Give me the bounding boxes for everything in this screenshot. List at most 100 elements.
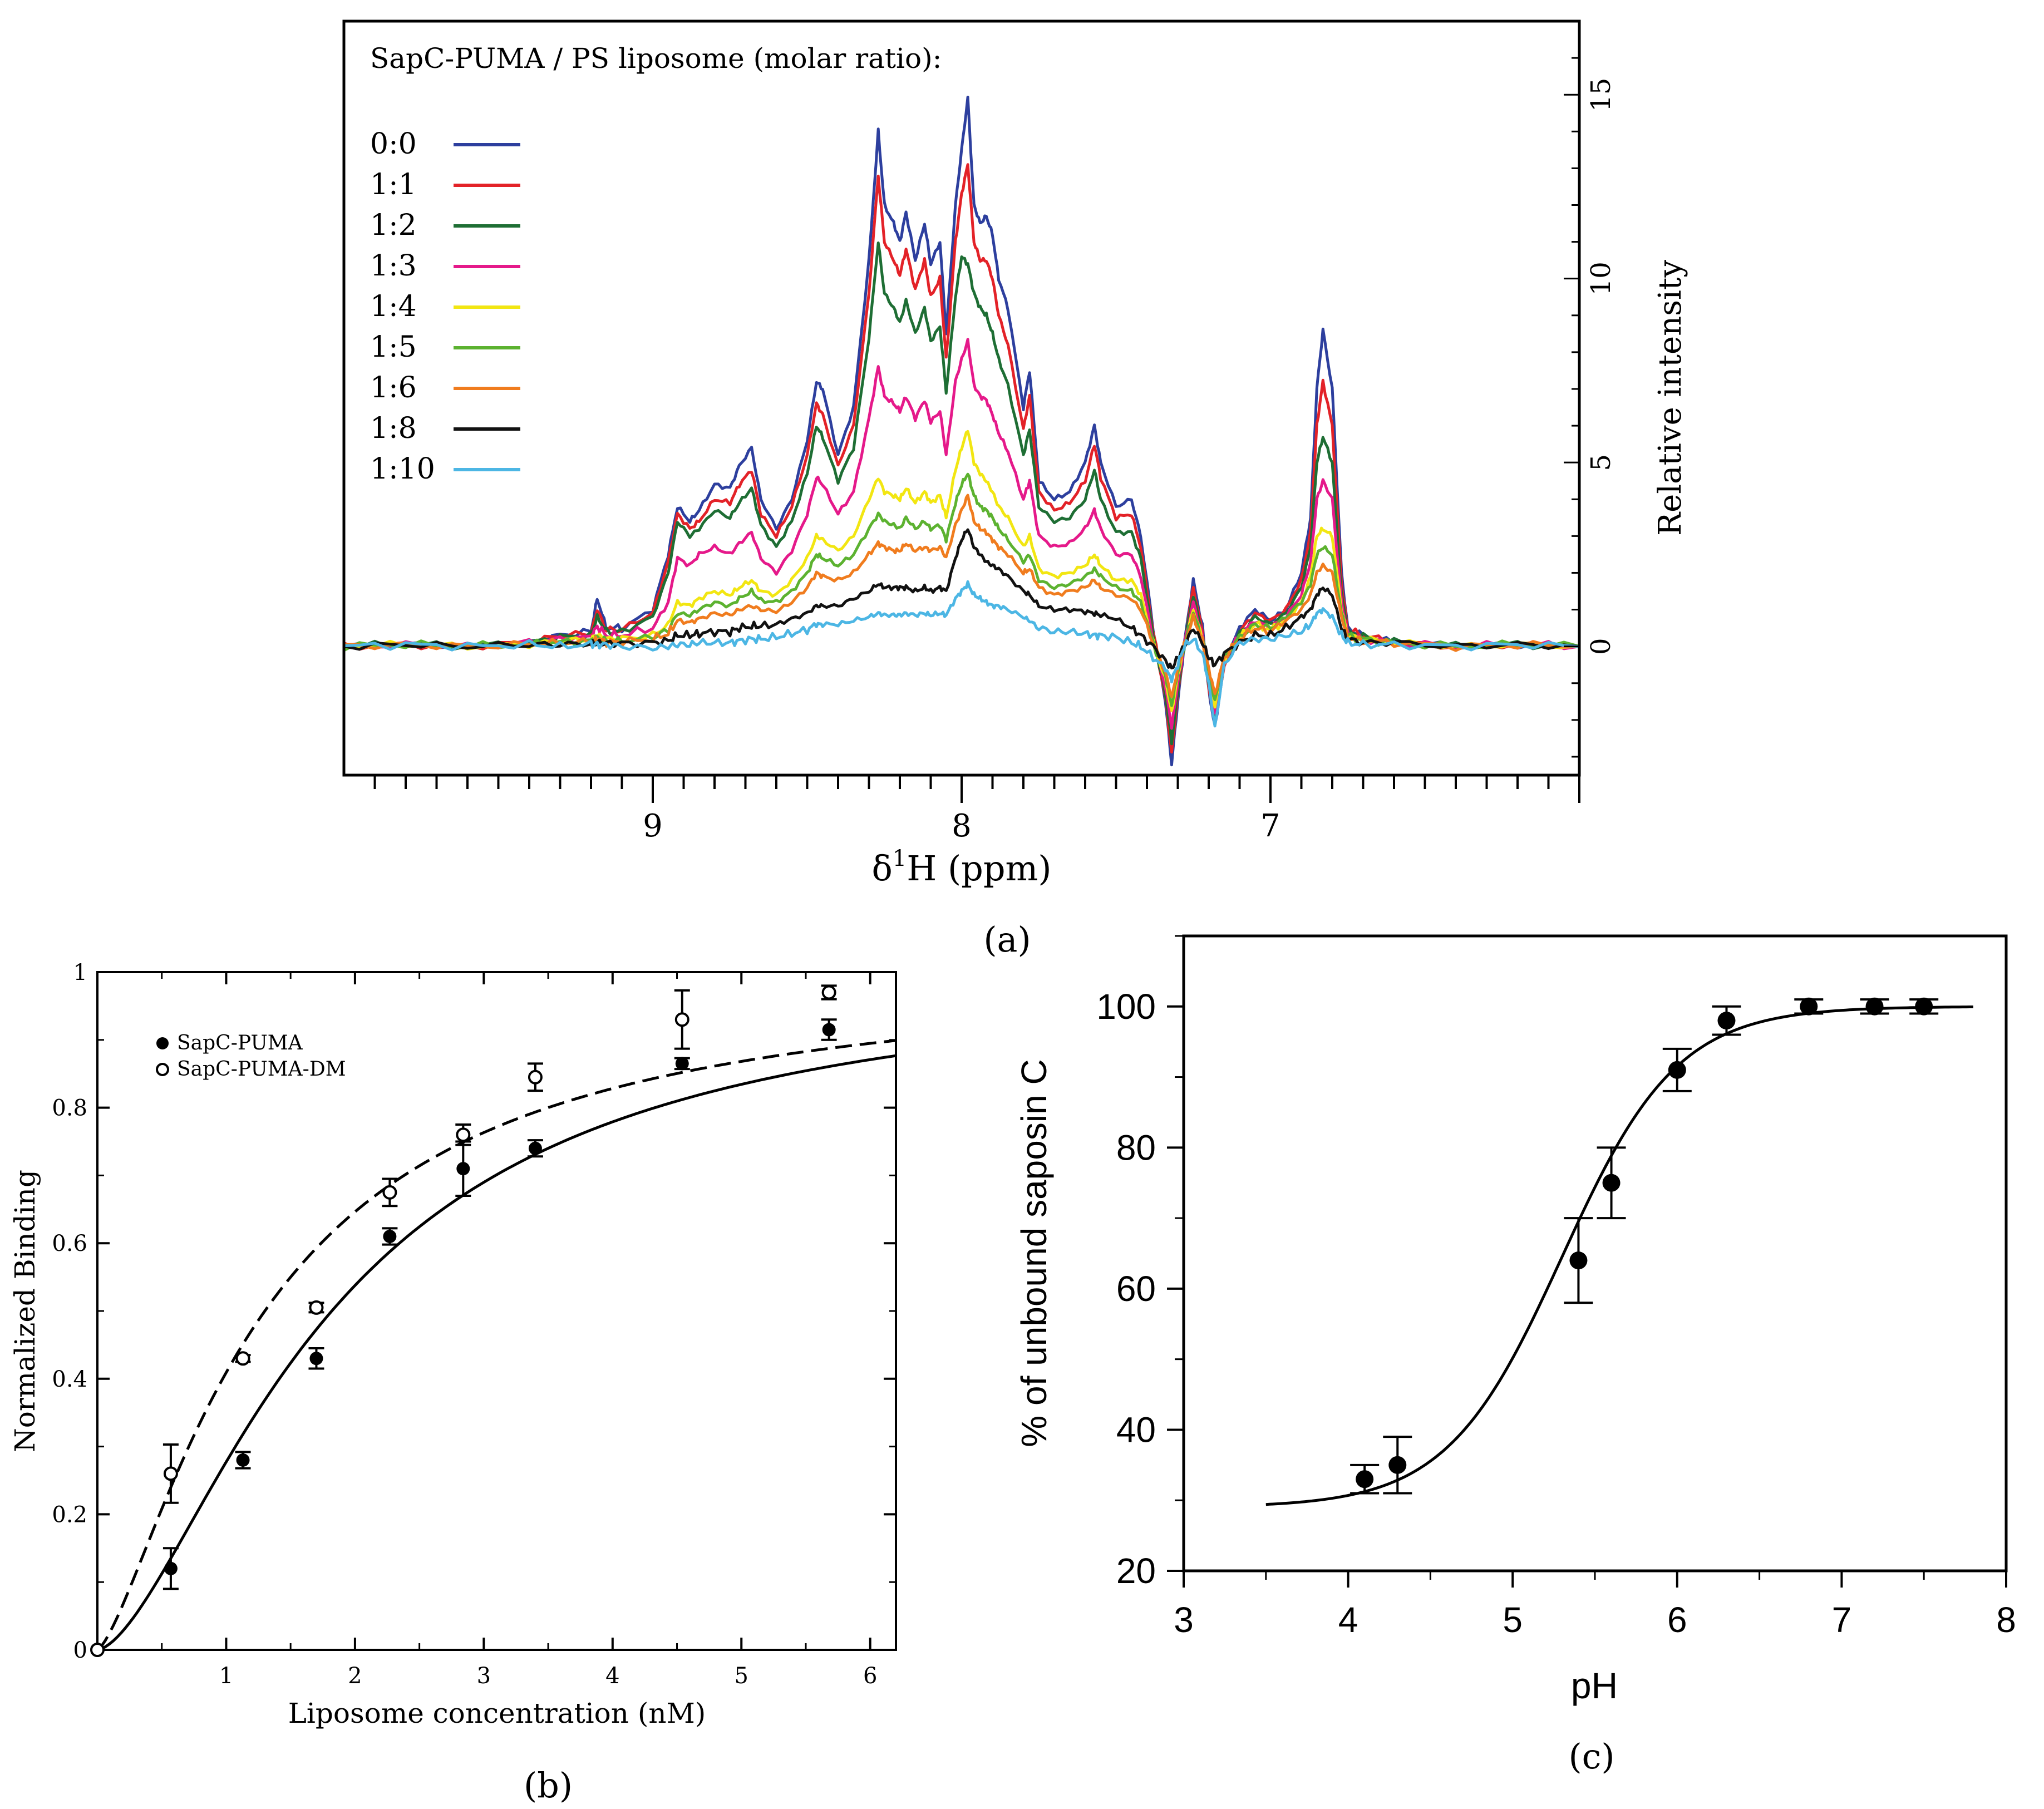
legend-label: 1:2: [370, 209, 417, 242]
legend-label: 0:0: [370, 127, 417, 161]
legend-title: SapC-PUMA / PS liposome (molar ratio):: [370, 42, 942, 75]
x-axis-label: Liposome concentration (nM): [288, 1697, 706, 1729]
x-tick-label: 5: [735, 1663, 748, 1689]
y-tick-label: 1: [73, 960, 87, 985]
legend-label: 1:8: [370, 412, 417, 445]
legend-label: 1:5: [370, 331, 417, 364]
data-point-open: [163, 1466, 178, 1481]
x-tick-label: 3: [1174, 1600, 1194, 1640]
series-line-1-2: [343, 241, 1580, 746]
panel-caption-b: (b): [524, 1765, 573, 1806]
legend-label: 1:1: [370, 168, 417, 201]
series-line-1-6: [343, 494, 1580, 698]
x-axis-label: pH: [1571, 1665, 1618, 1706]
plot-frame: [1182, 934, 2008, 1573]
data-point-filled: [309, 1352, 323, 1366]
series-line-1-10: [343, 580, 1580, 728]
x-tick-label: 4: [605, 1663, 619, 1689]
series-line-1-4: [343, 430, 1580, 712]
y-axis-label: % of unbound saposin C: [1014, 1059, 1054, 1447]
y-tick-label: 80: [1116, 1127, 1156, 1167]
y-tick-label: 0.6: [52, 1231, 87, 1256]
data-point: [1865, 997, 1884, 1016]
data-point: [1800, 997, 1818, 1016]
y-tick-label: 0: [1585, 638, 1617, 655]
panel-caption-a: (a): [983, 919, 1031, 960]
panel-c-ph-titration: 3 4 5 6 7 8 20 40 60 80 100 % of unbound saposin C…: [1014, 934, 2016, 1777]
series-line-1-8: [343, 528, 1580, 669]
panel-caption-c: (c): [1568, 1736, 1614, 1777]
data-point-filled: [236, 1453, 250, 1467]
data-point: [1356, 1470, 1374, 1488]
y-tick-label: 20: [1116, 1551, 1156, 1591]
data-point-open: [90, 1643, 105, 1657]
x-tick-label: 6: [1667, 1600, 1687, 1640]
data-point-filled: [164, 1561, 178, 1575]
data-point-filled: [456, 1162, 470, 1176]
data-points: [1350, 997, 1939, 1495]
x-tick-label: 8: [952, 808, 972, 844]
sigmoid-fit-line: [1265, 1005, 1973, 1506]
data-point-open: [382, 1185, 397, 1200]
axis-ticks: 1 2 3 4 5 6 0 0.2 0.4 0.6 0.8 1: [52, 960, 896, 1689]
fit-curve: [1265, 1005, 1973, 1506]
fit-curve-sapc-puma-dm: [96, 1039, 897, 1651]
x-axis-label: δ1H (ppm): [871, 846, 1051, 889]
x-axis-ticks: 9 8 7: [373, 775, 1580, 844]
y-tick-label: 5: [1585, 454, 1617, 471]
y-tick-label: 10: [1585, 262, 1617, 295]
data-point-filled: [822, 1023, 836, 1037]
legend-marker-sapc-puma-dm: [156, 1063, 169, 1076]
fit-curves: [96, 1039, 897, 1652]
y-tick-label: 0.4: [52, 1367, 87, 1392]
legend-label: 1:6: [370, 371, 417, 405]
panel-a-nmr-spectra: 9 8 7 0 5 10 15 SapC-PUMA / PS liposome (mola…: [342, 19, 1688, 960]
y-tick-label: 0: [73, 1638, 87, 1663]
panel-b-binding-curve: 1 2 3 4 5 6 0 0.2 0.4 0.6 0.8 1 SapC-PUMA SapC-PUMA…: [9, 960, 897, 1806]
x-tick-label: 4: [1338, 1600, 1358, 1640]
x-tick-label: 9: [643, 808, 663, 844]
plot-frame: [342, 19, 1581, 777]
legend-marker-sapc-puma: [156, 1037, 169, 1049]
fit-curve-sapc-puma: [97, 1054, 897, 1652]
data-point-open: [456, 1127, 471, 1142]
legend-label-sapc-puma: SapC-PUMA: [177, 1032, 303, 1054]
legend-label: 1:3: [370, 249, 417, 283]
data-point: [1668, 1061, 1686, 1079]
series-line-1-1: [343, 163, 1580, 754]
y-tick-label: 100: [1096, 987, 1156, 1027]
y-axis-ticks: 0 5 10 15: [1564, 57, 1617, 758]
y-tick-label: 60: [1116, 1269, 1156, 1309]
data-point: [1388, 1456, 1407, 1474]
data-point: [1717, 1012, 1736, 1030]
x-tick-label: 6: [863, 1663, 877, 1689]
data-point-filled: [528, 1141, 542, 1155]
data-point-open: [235, 1351, 250, 1366]
legend-label: 1:10: [370, 452, 435, 486]
legend: 0:0 1:1 1:2 1:3 1:4 1:5 1:6 1:8 1:10: [370, 127, 520, 486]
x-tick-label: 3: [477, 1663, 491, 1689]
y-tick-label: 0.2: [52, 1502, 87, 1527]
data-point-open: [528, 1069, 543, 1085]
data-point: [1602, 1174, 1621, 1192]
data-point-open: [674, 1012, 689, 1027]
data-point-filled: [383, 1230, 397, 1244]
legend: SapC-PUMA SapC-PUMA-DM: [156, 1032, 346, 1081]
data-point: [1915, 997, 1933, 1016]
series-line-1-3: [343, 338, 1580, 730]
data-point-open: [309, 1300, 324, 1315]
y-axis-label: Normalized Binding: [9, 1170, 41, 1452]
y-tick-label: 15: [1585, 78, 1617, 112]
y-axis-label: Relative intensity: [1652, 260, 1688, 536]
y-tick-label: 40: [1116, 1409, 1156, 1450]
data-points: [90, 984, 837, 1657]
spectra-series-group: [343, 96, 1580, 767]
data-point-filled: [675, 1057, 689, 1071]
data-point: [1569, 1251, 1588, 1270]
x-tick-label: 1: [219, 1663, 233, 1689]
x-tick-label: 7: [1260, 808, 1280, 844]
x-tick-label: 5: [1503, 1600, 1523, 1640]
y-tick-label: 0.8: [52, 1096, 87, 1121]
legend-label: 1:4: [370, 290, 417, 323]
